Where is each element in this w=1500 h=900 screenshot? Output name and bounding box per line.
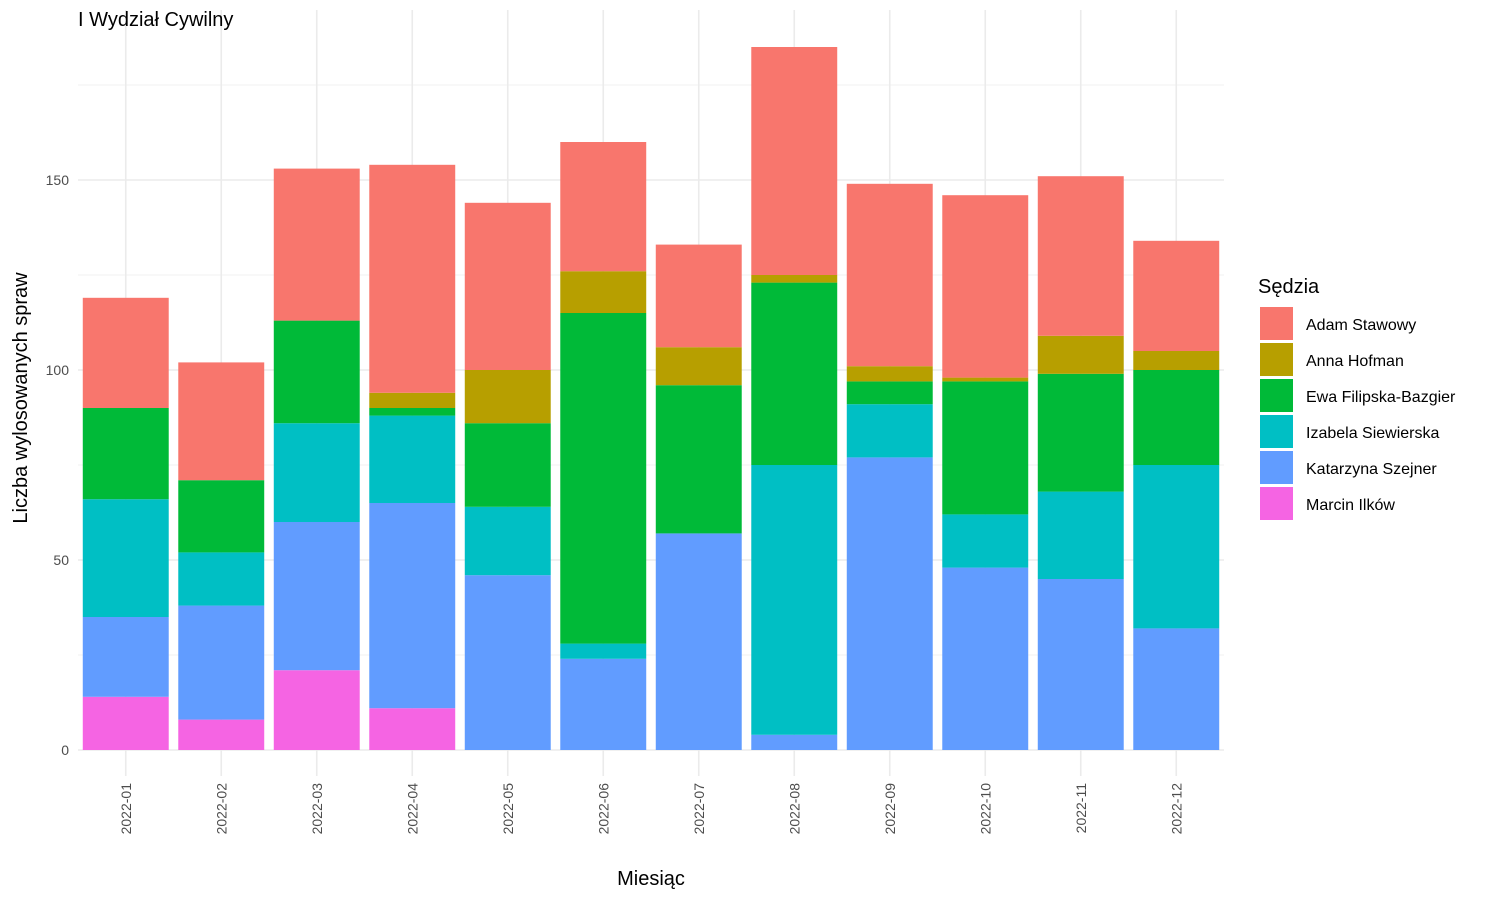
x-tick-label: 2022-11: [1073, 783, 1089, 834]
x-tick-label: 2022-06: [595, 783, 611, 835]
bar-segment: [369, 164, 456, 393]
bar-segment: [464, 202, 551, 370]
bar-segment: [1133, 465, 1220, 629]
bar-segment: [1133, 628, 1220, 750]
bar-segment: [751, 465, 838, 735]
legend-key: [1260, 451, 1293, 484]
y-axis: 0 50 100 150: [46, 172, 70, 758]
x-tick-label: 2022-07: [691, 783, 707, 835]
legend: Sędzia Adam Stawowy Anna Hofman Ewa Filips…: [1258, 276, 1456, 520]
x-tick-label: 2022-05: [500, 783, 516, 835]
bar-segment: [369, 503, 456, 709]
x-tick-label: 2022-02: [213, 783, 229, 835]
bar-segment: [1133, 370, 1220, 465]
y-tick-label: 100: [46, 362, 70, 378]
x-axis: 2022-01 2022-02 2022-03 2022-04 2022-05 2022-…: [118, 783, 1185, 835]
bars: [82, 47, 1220, 750]
legend-label: Ewa Filipska-Bazgier: [1306, 389, 1456, 406]
bar-segment: [178, 480, 265, 553]
legend-key: [1260, 487, 1293, 520]
bar-segment: [369, 708, 456, 750]
bar-segment: [655, 347, 742, 386]
bar-segment: [560, 271, 647, 313]
bar-segment: [82, 617, 169, 697]
bar-segment: [178, 362, 265, 481]
bar-segment: [1037, 176, 1124, 336]
bar-segment: [464, 423, 551, 507]
legend-key: [1260, 415, 1293, 448]
x-tick-label: 2022-03: [309, 783, 325, 835]
bar-segment: [369, 392, 456, 408]
bar-segment: [751, 734, 838, 750]
bar-segment: [464, 506, 551, 576]
bar-segment: [846, 404, 933, 458]
x-tick-label: 2022-08: [786, 783, 802, 835]
bar-segment: [560, 142, 647, 272]
bar-segment: [942, 381, 1029, 515]
bar-segment: [82, 499, 169, 617]
bar-segment: [273, 522, 360, 671]
x-tick-label: 2022-10: [977, 783, 993, 835]
bar-segment: [846, 183, 933, 367]
bar-segment: [942, 514, 1029, 568]
bar-segment: [846, 381, 933, 405]
legend-title: Sędzia: [1258, 276, 1320, 298]
bar-segment: [369, 415, 456, 503]
bar-segment: [273, 670, 360, 750]
bar-segment: [178, 719, 265, 750]
y-tick-label: 50: [53, 552, 69, 568]
bar-segment: [1037, 491, 1124, 579]
bar-segment: [82, 696, 169, 750]
bar-segment: [1037, 373, 1124, 492]
y-tick-label: 0: [61, 742, 69, 758]
bar-segment: [846, 457, 933, 750]
bar-segment: [1133, 351, 1220, 370]
legend-label: Izabela Siewierska: [1306, 425, 1440, 442]
bar-segment: [751, 275, 838, 283]
bar-segment: [942, 377, 1029, 382]
bar-segment: [751, 47, 838, 275]
bar-segment: [82, 408, 169, 500]
bar-segment: [273, 168, 360, 321]
bar-segment: [942, 195, 1029, 378]
bar-segment: [464, 370, 551, 424]
legend-label: Anna Hofman: [1306, 353, 1404, 370]
bar-segment: [1037, 579, 1124, 750]
bar-segment: [655, 533, 742, 750]
bar-segment: [273, 320, 360, 424]
x-tick-label: 2022-12: [1168, 783, 1184, 835]
bar-segment: [655, 385, 742, 534]
legend-label: Adam Stawowy: [1306, 317, 1416, 334]
x-tick-label: 2022-01: [118, 783, 134, 835]
bar-segment: [1133, 240, 1220, 351]
bar-segment: [369, 408, 456, 416]
bar-segment: [178, 552, 265, 606]
legend-key: [1260, 343, 1293, 376]
bar-segment: [560, 643, 647, 659]
y-axis-title: Liczba wylosowanych spraw: [10, 272, 32, 524]
bar-segment: [1037, 335, 1124, 374]
bar-segment: [178, 605, 265, 720]
bar-segment: [560, 658, 647, 750]
x-axis-title: Miesiąc: [617, 868, 685, 890]
bar-segment: [751, 282, 838, 465]
chart-title: I Wydział Cywilny: [78, 9, 233, 31]
bar-segment: [560, 313, 647, 644]
bar-segment: [82, 297, 169, 408]
x-tick-label: 2022-09: [882, 783, 898, 835]
legend-label: Marcin Ilków: [1306, 497, 1395, 514]
bar-segment: [464, 575, 551, 750]
legend-key: [1260, 307, 1293, 340]
bar-segment: [273, 423, 360, 522]
bar-segment: [846, 366, 933, 382]
bar-segment: [942, 567, 1029, 750]
x-tick-label: 2022-04: [404, 783, 420, 835]
legend-label: Katarzyna Szejner: [1306, 461, 1437, 478]
legend-key: [1260, 379, 1293, 412]
y-tick-label: 150: [46, 172, 70, 188]
bar-segment: [655, 244, 742, 348]
